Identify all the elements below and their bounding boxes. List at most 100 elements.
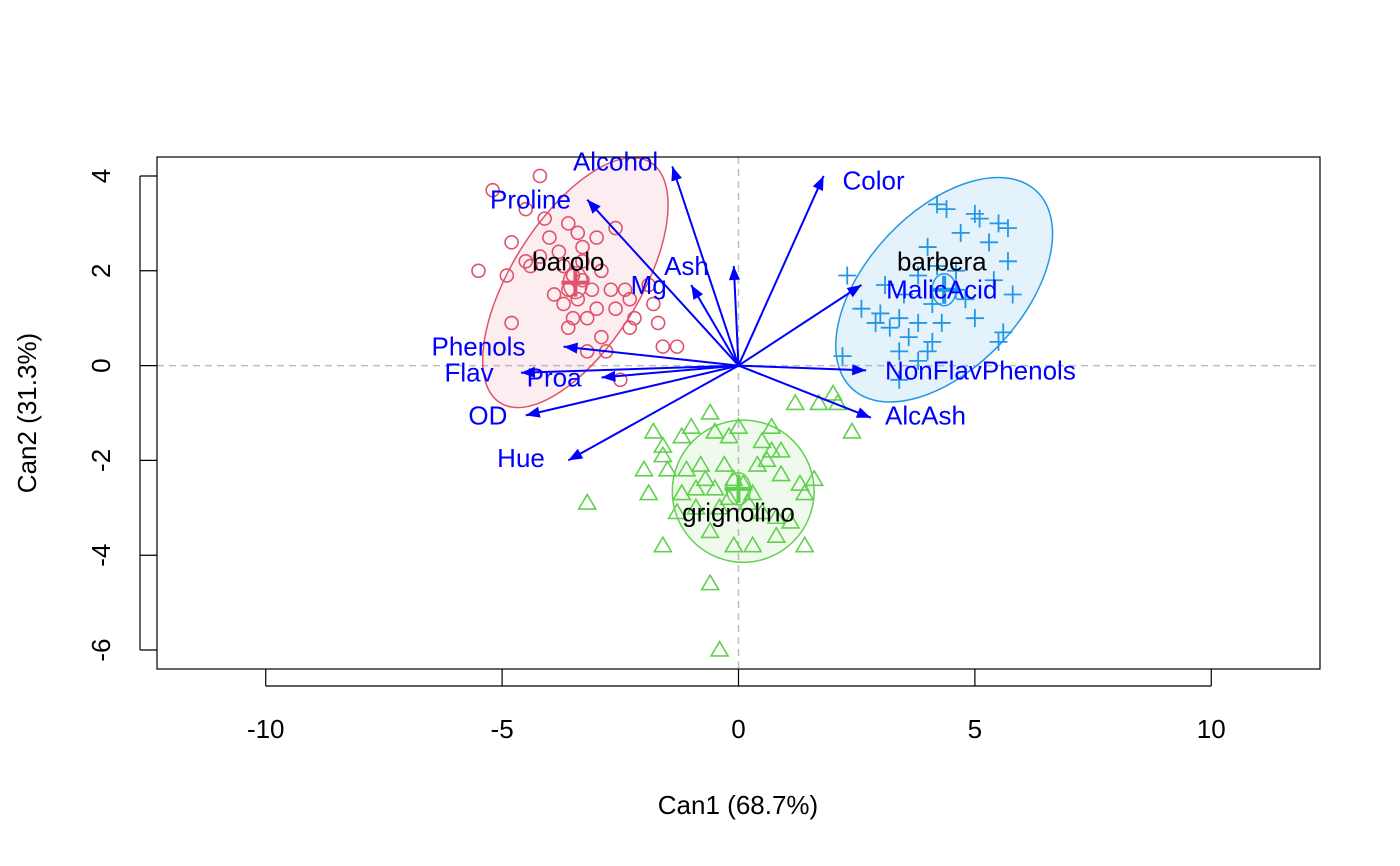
barolo-point bbox=[518, 201, 534, 217]
grignolino-point bbox=[643, 421, 664, 439]
variable-vectors bbox=[520, 166, 872, 462]
vector-nonflavphenols bbox=[738, 364, 867, 372]
barbera-point bbox=[923, 294, 942, 313]
y-tick-label: -6 bbox=[86, 638, 116, 661]
grignolino-point bbox=[700, 573, 721, 591]
barbera-point bbox=[838, 266, 857, 285]
barolo-point bbox=[603, 282, 619, 298]
barbera-point bbox=[866, 313, 885, 332]
grignolino-group-label: grignolino bbox=[682, 498, 795, 528]
barbera-point bbox=[984, 271, 1003, 290]
barolo-point bbox=[575, 239, 590, 255]
grignolino-point bbox=[842, 421, 862, 439]
barolo-point bbox=[485, 182, 500, 198]
x-tick-label: 0 bbox=[731, 714, 745, 744]
barbera-point bbox=[998, 219, 1017, 238]
barbera-point bbox=[989, 214, 1008, 233]
grignolino-point bbox=[700, 521, 721, 539]
vector-arrowhead-mg bbox=[691, 285, 704, 300]
grignolino-point bbox=[714, 455, 735, 472]
vector-proa bbox=[601, 364, 739, 379]
vector-arrowhead-phenols bbox=[563, 342, 579, 354]
grignolino-point bbox=[761, 417, 782, 434]
grignolino-point bbox=[695, 469, 716, 487]
barolo-point bbox=[646, 296, 661, 312]
barolo-point bbox=[504, 235, 519, 250]
vector-od bbox=[525, 364, 739, 417]
grignolino-centroid-marker bbox=[724, 474, 753, 503]
barolo-point bbox=[570, 225, 586, 241]
grignolino-point bbox=[771, 464, 791, 482]
barolo-point bbox=[556, 296, 571, 312]
y-tick-label: 0 bbox=[86, 358, 116, 372]
grignolino-point bbox=[756, 450, 777, 468]
vector-arrowhead-nonflavphenols bbox=[852, 364, 867, 376]
barbera-point bbox=[918, 342, 937, 361]
barolo-centroid-marker bbox=[561, 268, 590, 297]
grignolino-ellipse bbox=[671, 419, 815, 564]
vector-malicacid bbox=[737, 284, 862, 367]
vector-arrowhead-hue bbox=[568, 448, 584, 461]
grignolino-point bbox=[686, 478, 706, 496]
grignolino-point bbox=[686, 497, 706, 515]
barolo-point bbox=[627, 310, 642, 326]
grignolino-point bbox=[752, 502, 773, 520]
barolo-point bbox=[561, 216, 576, 231]
vector-arrowhead-malicacid bbox=[846, 285, 862, 298]
x-tick-label: -10 bbox=[247, 714, 285, 744]
barolo-point bbox=[669, 339, 685, 354]
group-labels: barolo grignolino barbera bbox=[532, 246, 987, 527]
barolo-point bbox=[589, 230, 604, 245]
x-tick-label: 5 bbox=[968, 714, 982, 744]
barbera-point bbox=[871, 304, 890, 323]
y-tick-label: -2 bbox=[86, 449, 116, 472]
grignolino-point bbox=[785, 393, 806, 411]
barolo-group-label: barolo bbox=[532, 246, 604, 276]
grignolino-point bbox=[671, 426, 692, 444]
vector-label-od: OD bbox=[468, 400, 507, 430]
vector-label-color: Color bbox=[843, 166, 905, 196]
grignolino-point bbox=[808, 393, 829, 411]
barolo-point bbox=[622, 320, 638, 335]
vector-label-ash: Ash bbox=[664, 251, 709, 281]
barbera-point bbox=[946, 261, 965, 280]
grignolino-point bbox=[709, 639, 730, 657]
barbera-group-label: barbera bbox=[897, 246, 987, 276]
barbera-point bbox=[965, 204, 984, 223]
grignolino-point bbox=[690, 455, 711, 472]
grignolino-point bbox=[667, 502, 687, 520]
vector-arrowhead-ash bbox=[728, 266, 740, 281]
grignolino-point bbox=[657, 459, 678, 477]
grignolino-point bbox=[738, 492, 758, 510]
grignolino-point bbox=[638, 483, 659, 501]
grignolino-point bbox=[752, 431, 773, 449]
barbera-point bbox=[852, 299, 871, 318]
vector-label-flav: Flav bbox=[444, 358, 493, 388]
vector-arrowhead-alcohol bbox=[671, 166, 682, 182]
grignolino-point bbox=[742, 535, 763, 553]
barolo-point bbox=[504, 315, 519, 331]
grignolino-point bbox=[747, 455, 768, 472]
barbera-point bbox=[989, 332, 1008, 351]
barbera-point bbox=[970, 209, 989, 228]
vector-label-proa: Proa bbox=[527, 362, 582, 392]
barbera-point bbox=[928, 195, 947, 214]
barbera-point bbox=[937, 200, 956, 219]
barolo-point bbox=[622, 291, 638, 307]
barolo-point bbox=[594, 329, 609, 345]
barolo-point bbox=[471, 263, 486, 279]
grignolino-point bbox=[704, 478, 725, 496]
vector-label-proline: Proline bbox=[490, 185, 571, 215]
reference-lines bbox=[157, 157, 1320, 669]
grignolino-point bbox=[719, 488, 739, 506]
grignolino-point bbox=[652, 535, 673, 553]
grignolino-point bbox=[823, 383, 843, 401]
grignolino-point bbox=[771, 440, 791, 458]
grignolino-point bbox=[804, 469, 825, 487]
barbera-point bbox=[951, 223, 970, 242]
barbera-point bbox=[932, 313, 951, 332]
grignolino-point bbox=[704, 421, 725, 439]
barbera-point bbox=[956, 290, 975, 309]
vector-label-hue: Hue bbox=[497, 443, 545, 473]
